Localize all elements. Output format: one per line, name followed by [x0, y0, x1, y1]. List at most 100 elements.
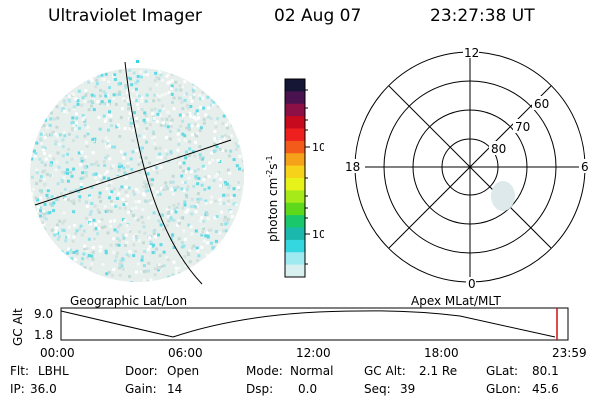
image-pixel: [93, 70, 97, 74]
image-pixel: [224, 134, 227, 138]
image-pixel: [198, 93, 202, 97]
image-pixel: [146, 118, 150, 122]
image-pixel: [205, 212, 209, 216]
image-pixel: [166, 258, 170, 262]
image-pixel: [43, 169, 47, 173]
image-pixel: [194, 176, 198, 180]
image-pixel: [93, 204, 97, 208]
image-pixel: [157, 263, 161, 267]
image-pixel: [96, 232, 100, 236]
x-tick-0600: 06:00: [168, 346, 203, 360]
image-pixel: [189, 225, 193, 229]
image-pixel: [71, 116, 75, 120]
image-pixel: [31, 71, 35, 75]
image-pixel: [33, 243, 37, 247]
geographic-caption: Geographic Lat/Lon: [70, 294, 188, 308]
image-pixel: [93, 162, 97, 166]
image-pixel: [83, 244, 87, 248]
image-pixel: [81, 257, 85, 261]
image-pixel: [189, 105, 193, 108]
image-pixel: [104, 136, 108, 140]
image-pixel: [136, 79, 140, 83]
image-pixel: [153, 142, 157, 146]
image-pixel: [170, 84, 174, 88]
image-pixel: [123, 172, 127, 176]
image-pixel: [122, 203, 126, 206]
image-pixel: [66, 152, 70, 156]
image-pixel: [226, 201, 230, 205]
image-pixel: [155, 190, 159, 194]
image-pixel: [87, 80, 91, 84]
image-pixel: [67, 225, 71, 229]
image-pixel: [123, 152, 127, 156]
image-pixel: [240, 230, 244, 234]
image-pixel: [145, 93, 149, 97]
image-pixel: [62, 253, 66, 257]
image-pixel: [43, 212, 47, 216]
image-pixel: [185, 112, 189, 116]
image-pixel: [198, 145, 202, 148]
image-pixel: [63, 93, 67, 97]
image-pixel: [127, 103, 131, 106]
image-pixel: [166, 212, 170, 215]
image-pixel: [212, 74, 216, 78]
image-pixel: [214, 174, 218, 178]
image-pixel: [232, 116, 236, 120]
image-pixel: [95, 78, 99, 82]
image-pixel: [199, 105, 203, 109]
image-pixel: [79, 177, 83, 180]
image-pixel: [129, 117, 133, 121]
image-pixel: [130, 83, 134, 87]
colorbar-band: [285, 103, 305, 117]
image-pixel: [137, 200, 141, 204]
image-pixel: [165, 224, 169, 228]
image-pixel: [219, 184, 222, 188]
image-pixel: [42, 69, 46, 73]
image-pixel: [169, 151, 173, 155]
image-pixel: [35, 108, 39, 112]
image-pixel: [73, 223, 77, 227]
image-pixel: [132, 190, 135, 193]
image-pixel: [69, 190, 73, 194]
image-pixel: [103, 164, 107, 167]
image-pixel: [183, 134, 187, 138]
image-pixel: [132, 98, 136, 102]
image-pixel: [124, 86, 128, 90]
image-pixel: [32, 236, 36, 240]
image-pixel: [233, 257, 236, 261]
image-pixel: [185, 188, 189, 192]
image-pixel: [111, 164, 115, 168]
image-pixel: [67, 69, 71, 72]
image-pixel: [55, 226, 59, 230]
image-pixel: [30, 269, 34, 273]
image-pixel: [227, 154, 231, 158]
image-pixel: [81, 68, 85, 72]
image-pixel: [176, 132, 180, 136]
image-pixel: [72, 74, 76, 78]
image-pixel: [63, 109, 66, 113]
image-pixel: [92, 94, 96, 98]
image-pixel: [104, 92, 108, 96]
image-pixel: [39, 196, 43, 200]
lat-label-60: 60: [534, 97, 549, 111]
image-pixel: [125, 202, 129, 206]
image-pixel: [42, 152, 46, 155]
image-pixel: [228, 171, 232, 175]
image-pixel: [223, 215, 227, 219]
image-pixel: [87, 254, 91, 257]
image-pixel: [177, 237, 181, 241]
image-pixel: [90, 254, 94, 258]
image-pixel: [207, 275, 211, 279]
image-pixel: [196, 192, 200, 196]
image-pixel: [60, 250, 64, 254]
image-pixel: [37, 113, 41, 117]
image-pixel: [153, 267, 157, 271]
image-pixel: [31, 99, 35, 103]
image-pixel: [74, 97, 78, 101]
image-pixel: [229, 149, 233, 153]
image-pixel: [162, 228, 165, 232]
mode-label: Mode:: [246, 364, 283, 378]
image-pixel: [98, 127, 102, 131]
image-pixel: [197, 254, 201, 258]
image-pixel: [88, 196, 92, 200]
